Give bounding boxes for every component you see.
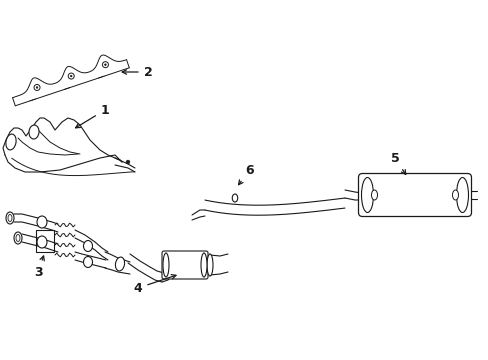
Circle shape [126, 160, 129, 164]
FancyBboxPatch shape [358, 174, 470, 216]
Ellipse shape [6, 134, 16, 150]
Ellipse shape [83, 256, 92, 267]
Ellipse shape [451, 190, 458, 200]
Ellipse shape [115, 257, 124, 271]
Ellipse shape [456, 177, 468, 212]
Circle shape [104, 64, 106, 66]
Text: 3: 3 [34, 256, 44, 279]
Ellipse shape [37, 216, 47, 228]
Text: 2: 2 [122, 66, 152, 78]
Ellipse shape [29, 125, 39, 139]
Text: 5: 5 [390, 152, 405, 175]
Text: 4: 4 [133, 275, 176, 294]
Ellipse shape [6, 212, 14, 224]
Ellipse shape [371, 190, 377, 200]
Ellipse shape [37, 236, 47, 248]
Text: 6: 6 [238, 163, 254, 185]
FancyBboxPatch shape [162, 251, 207, 279]
Ellipse shape [232, 194, 237, 202]
Ellipse shape [206, 254, 213, 276]
Bar [36, 230, 54, 252]
Text: 1: 1 [76, 104, 109, 128]
Ellipse shape [201, 253, 206, 277]
Ellipse shape [14, 232, 22, 244]
Ellipse shape [361, 177, 373, 212]
Ellipse shape [83, 240, 92, 252]
Ellipse shape [163, 253, 169, 277]
Circle shape [70, 75, 72, 77]
Circle shape [36, 87, 38, 88]
